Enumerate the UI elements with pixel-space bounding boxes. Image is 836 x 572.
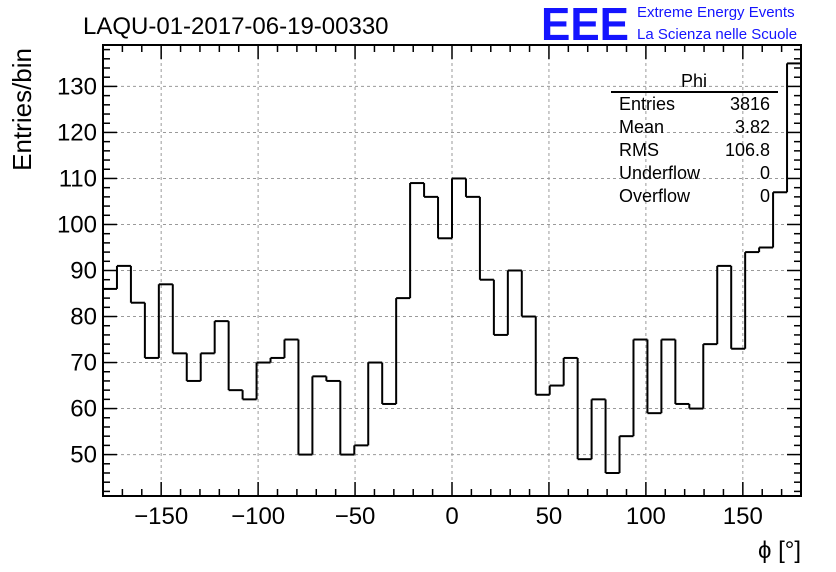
x-tick-label: −100	[231, 503, 285, 530]
y-tick-labels: 50 60 70 80 90 100 110 120 130	[57, 73, 97, 468]
y-tick-label: 70	[70, 350, 97, 377]
x-axis-label: ϕ [°]	[758, 537, 801, 564]
grid-layer	[103, 45, 801, 496]
eee-logo-line2: La Scienza nelle Scuole	[637, 26, 797, 43]
eee-logo-mark: EEE	[541, 0, 629, 50]
stats-row-label: Mean	[619, 117, 664, 137]
stats-row-label: Overflow	[619, 186, 691, 206]
y-tick-label: 130	[57, 73, 97, 100]
stats-row-value: 0	[760, 186, 770, 206]
stats-box: Phi Entries 3816 Mean 3.82 RMS 106.8 Underflow…	[611, 71, 778, 206]
stats-row-value: 3.82	[735, 117, 770, 137]
x-tick-label: 100	[626, 503, 666, 530]
stats-row-value: 3816	[730, 94, 770, 114]
stats-row-label: Underflow	[619, 163, 701, 183]
stats-row-label: Entries	[619, 94, 675, 114]
x-tick-label: −150	[134, 503, 188, 530]
eee-logo-line1: Extreme Energy Events	[637, 4, 795, 21]
x-tick-label: 150	[723, 503, 763, 530]
stats-row-value: 0	[760, 163, 770, 183]
stats-rows: Entries 3816 Mean 3.82 RMS 106.8 Underflow 0 Ove…	[619, 94, 770, 206]
y-tick-label: 80	[70, 304, 97, 331]
y-tick-label: 100	[57, 211, 97, 238]
y-tick-label: 60	[70, 396, 97, 423]
x-tick-labels: −150 −100 −50 0 50 100 150	[134, 503, 763, 530]
axis-ticks	[103, 45, 802, 496]
y-tick-label: 90	[70, 258, 97, 285]
histogram-layer	[103, 62, 801, 474]
x-tick-label: −50	[335, 503, 376, 530]
stats-row-value: 106.8	[725, 140, 770, 160]
x-tick-label: 0	[445, 503, 458, 530]
x-tick-label: 50	[536, 503, 563, 530]
chart-title: LAQU-01-2017-06-19-00330	[83, 13, 389, 40]
y-axis-label: Entries/bin	[7, 48, 37, 171]
eee-logo: EEE Extreme Energy Events La Scienza nel…	[541, 0, 797, 50]
stats-row-label: RMS	[619, 140, 659, 160]
y-tick-label: 110	[59, 165, 97, 192]
y-tick-label: 120	[57, 119, 97, 146]
stats-box-title: Phi	[681, 71, 707, 91]
y-tick-label: 50	[70, 442, 97, 469]
